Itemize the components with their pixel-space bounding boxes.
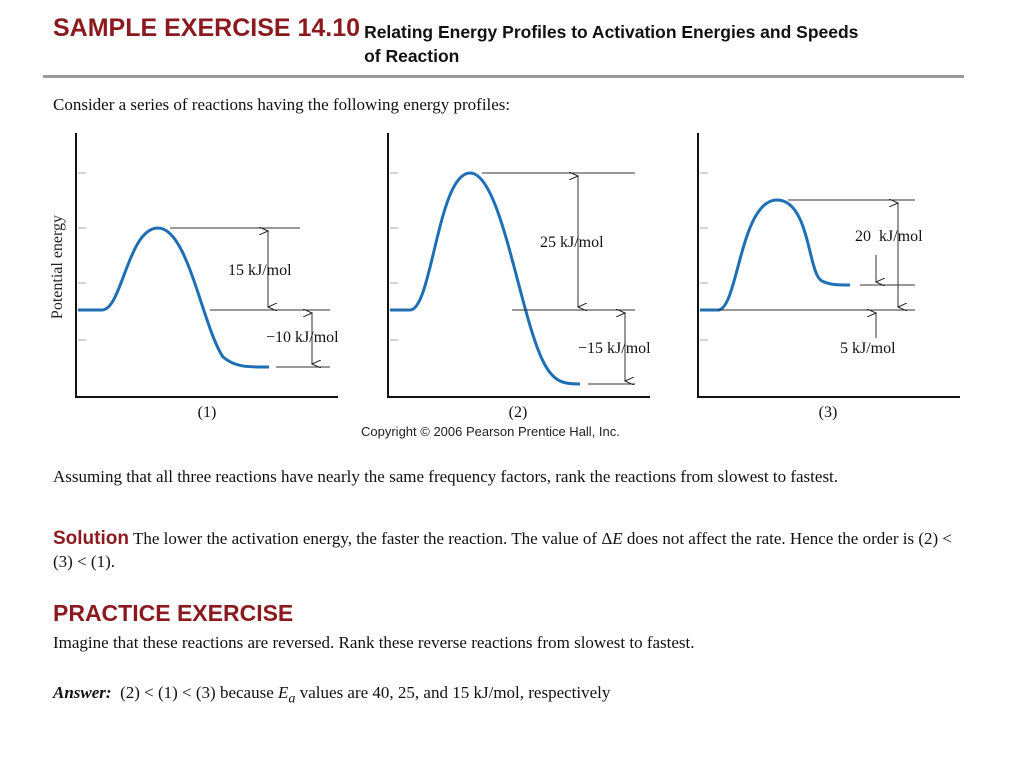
panel-2-label: (2) — [509, 404, 528, 421]
header-divider — [43, 75, 964, 78]
panel-1-activation-energy-label: 15 kJ/mol — [228, 262, 292, 279]
answer-label: Answer: — [53, 683, 112, 702]
solution-paragraph: Solution The lower the activation energy… — [53, 527, 953, 573]
energy-profiles-svg: Potential energy 15 kJ/mol −10 kJ/mol (1… — [49, 133, 960, 421]
question-text: Assuming that all three reactions have n… — [53, 467, 839, 486]
exercise-title: SAMPLE EXERCISE 14.10 Relating Energy Pro… — [53, 14, 933, 68]
copyright-notice: Copyright © 2006 Pearson Prentice Hall, … — [361, 424, 620, 439]
panel-2-activation-energy-label: 25 kJ/mol — [540, 234, 604, 251]
panel-3-label: (3) — [819, 404, 838, 421]
panel-1: 15 kJ/mol −10 kJ/mol (1) — [75, 133, 339, 421]
panel-1-delta-e-label: −10 kJ/mol — [266, 329, 339, 346]
panel-1-axes — [75, 133, 338, 398]
panel-3-axes — [697, 133, 960, 398]
panel-2-axes — [387, 133, 650, 398]
solution-symbol: E — [612, 529, 623, 548]
solution-text-after: does not affect the rate. Hence the orde… — [53, 529, 952, 571]
practice-prompt: Imagine that these reactions are reverse… — [53, 633, 695, 652]
panel-3-delta-e-label: 5 kJ/mol — [840, 340, 896, 357]
answer-symbol: E — [278, 683, 289, 702]
y-axis-label: Potential energy — [49, 215, 66, 319]
exercise-label: SAMPLE EXERCISE 14.10 — [53, 14, 361, 42]
answer-line: Answer: (2) < (1) < (3) because Ea value… — [53, 683, 610, 707]
panel-2-delta-e-label: −15 kJ/mol — [578, 340, 651, 357]
answer-text-after: values are 40, 25, and 15 kJ/mol, respec… — [295, 683, 611, 702]
exercise-subtitle: Relating Energy Profiles to Activation E… — [364, 22, 859, 66]
solution-text-before: The lower the activation energy, the fas… — [132, 529, 613, 548]
answer-text-before: (2) < (1) < (3) because — [120, 683, 279, 702]
panel-3-activation-energy-label: 20 kJ/mol — [855, 228, 923, 245]
panel-1-energy-curve — [78, 226, 270, 369]
intro-text: Consider a series of reactions having th… — [53, 95, 511, 114]
panel-3: 20 kJ/mol 5 kJ/mol (3) — [697, 133, 960, 421]
panel-1-label: (1) — [198, 404, 217, 421]
answer-subscript: a — [288, 690, 296, 707]
solution-label: Solution — [53, 528, 129, 549]
panel-2-energy-curve — [390, 171, 581, 386]
practice-heading: PRACTICE EXERCISE — [53, 600, 294, 626]
panel-3-energy-curve — [700, 198, 851, 312]
energy-profiles-figure: Potential energy 15 kJ/mol −10 kJ/mol (1… — [40, 125, 970, 430]
panel-2: 25 kJ/mol −15 kJ/mol (2) — [387, 133, 651, 421]
